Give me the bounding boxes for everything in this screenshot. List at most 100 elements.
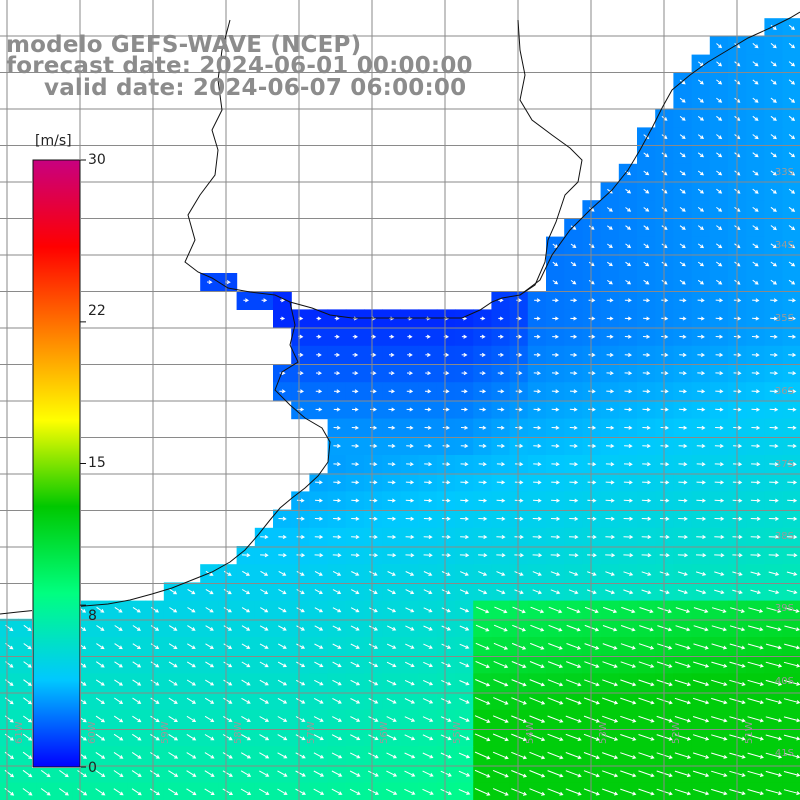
wind-arrow xyxy=(132,697,142,704)
wind-arrow xyxy=(459,625,470,631)
wind-arrow xyxy=(638,679,655,687)
wind-arrow xyxy=(132,679,142,686)
wind-arrow xyxy=(443,371,450,376)
wind-arrow xyxy=(405,553,415,558)
wind-arrow xyxy=(441,625,451,631)
wind-arrow xyxy=(314,661,324,668)
wind-arrow xyxy=(332,625,342,631)
wind-arrow xyxy=(747,734,764,741)
wind-arrow xyxy=(186,661,196,668)
wind-arrow xyxy=(679,97,686,103)
wind-arrow xyxy=(514,480,524,485)
wind-arrow xyxy=(607,261,613,267)
wind-arrow xyxy=(715,334,724,339)
wind-arrow xyxy=(697,225,704,231)
wind-arrow xyxy=(387,607,397,613)
wind-arrow xyxy=(696,462,706,467)
wind-arrow xyxy=(770,97,777,103)
lon-label-54w: 54W xyxy=(525,721,536,744)
wind-arrow xyxy=(641,571,652,576)
wind-arrow xyxy=(692,697,710,705)
wind-arrow xyxy=(711,716,728,723)
wind-arrow xyxy=(786,534,798,540)
wind-arrow xyxy=(514,589,524,595)
wind-arrow xyxy=(386,716,397,722)
wind-arrow xyxy=(460,571,469,576)
wind-arrow xyxy=(296,498,305,503)
wind-arrow xyxy=(350,698,361,704)
wind-arrow xyxy=(715,371,724,376)
wind-arrow xyxy=(697,207,704,212)
wind-arrow xyxy=(750,553,762,558)
wind-arrow xyxy=(186,715,197,723)
wind-arrow xyxy=(368,661,379,668)
wind-arrow xyxy=(388,389,395,394)
wind-arrow xyxy=(332,553,342,558)
wind-arrow xyxy=(388,407,396,412)
wind-arrow xyxy=(496,462,506,467)
wind-arrow xyxy=(620,715,637,723)
wind-arrow xyxy=(388,352,395,357)
wind-arrow xyxy=(711,607,727,613)
lon-label-58w: 58W xyxy=(233,721,244,744)
wind-arrow xyxy=(770,334,778,339)
wind-arrow xyxy=(678,389,687,394)
wind-arrow xyxy=(132,643,142,650)
wind-arrow xyxy=(697,97,704,103)
wind-arrow xyxy=(333,407,341,412)
colorbar-tick-22: 22 xyxy=(88,303,106,319)
wind-arrow xyxy=(387,589,396,595)
wind-arrow xyxy=(752,97,759,103)
wind-arrow xyxy=(674,661,691,668)
wind-arrow xyxy=(496,589,506,595)
wind-arrow xyxy=(351,443,360,448)
lon-label-60w: 60W xyxy=(87,721,98,744)
wind-arrow xyxy=(752,79,759,85)
wind-arrow xyxy=(547,661,564,668)
wind-arrow xyxy=(478,498,488,503)
wind-arrow xyxy=(479,352,486,357)
lon-label-56w: 56W xyxy=(379,721,390,744)
wind-arrow xyxy=(788,134,796,140)
wind-arrow xyxy=(677,534,688,540)
wind-arrow xyxy=(316,352,322,357)
wind-arrow xyxy=(296,607,305,613)
wind-arrow xyxy=(765,716,783,723)
lat-label-35s: 35S xyxy=(774,313,794,324)
wind-arrow xyxy=(697,152,704,158)
wind-arrow xyxy=(260,553,269,558)
wind-arrow xyxy=(697,371,706,376)
wind-arrow xyxy=(259,752,270,759)
wind-arrow xyxy=(695,571,707,576)
wind-arrow xyxy=(280,316,286,321)
wind-arrow xyxy=(405,498,415,503)
wind-arrow xyxy=(752,225,759,230)
wind-arrow xyxy=(533,407,542,412)
wind-arrow xyxy=(752,298,760,303)
wind-arrow xyxy=(368,643,379,649)
wind-arrow xyxy=(241,553,251,558)
lat-label-34s: 34S xyxy=(774,240,794,251)
wind-arrow xyxy=(332,589,342,595)
wind-arrow xyxy=(475,679,491,687)
wind-arrow xyxy=(441,643,452,649)
wind-arrow xyxy=(387,462,396,467)
wind-arrow xyxy=(643,207,650,212)
wind-arrow xyxy=(566,643,582,650)
wind-arrow xyxy=(22,733,33,741)
wind-arrow xyxy=(440,752,452,759)
wind-arrow xyxy=(770,188,777,194)
wind-arrow xyxy=(496,571,506,576)
wind-arrow xyxy=(769,371,779,376)
wind-arrow xyxy=(406,371,413,376)
wind-arrow xyxy=(404,698,416,704)
wind-arrow xyxy=(369,516,378,521)
wind-arrow xyxy=(550,553,561,558)
wind-arrow xyxy=(259,643,269,649)
wind-arrow xyxy=(697,116,704,121)
wind-arrow xyxy=(314,607,324,613)
wind-arrow xyxy=(641,553,652,558)
wind-arrow xyxy=(783,698,800,705)
wind-arrow xyxy=(497,425,505,430)
